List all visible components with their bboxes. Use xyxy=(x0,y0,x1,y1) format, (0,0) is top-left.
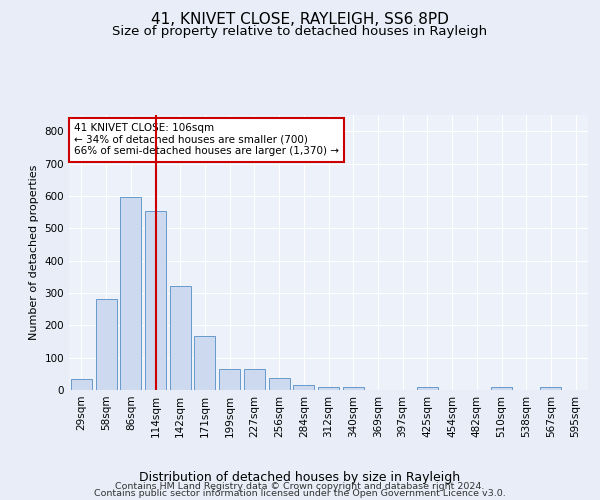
Text: 41, KNIVET CLOSE, RAYLEIGH, SS6 8PD: 41, KNIVET CLOSE, RAYLEIGH, SS6 8PD xyxy=(151,12,449,28)
Text: Contains public sector information licensed under the Open Government Licence v3: Contains public sector information licen… xyxy=(94,488,506,498)
Y-axis label: Number of detached properties: Number of detached properties xyxy=(29,165,39,340)
Bar xyxy=(417,388,438,390)
Bar xyxy=(541,388,562,390)
Bar xyxy=(219,369,240,390)
Bar xyxy=(491,388,512,390)
Bar xyxy=(343,388,364,390)
Text: Contains HM Land Registry data © Crown copyright and database right 2024.: Contains HM Land Registry data © Crown c… xyxy=(115,482,485,491)
Bar xyxy=(269,378,290,390)
Bar xyxy=(318,387,339,390)
Bar xyxy=(120,197,141,390)
Text: Size of property relative to detached houses in Rayleigh: Size of property relative to detached ho… xyxy=(112,25,488,38)
Bar xyxy=(244,369,265,390)
Bar xyxy=(170,286,191,390)
Bar xyxy=(71,378,92,390)
Text: 41 KNIVET CLOSE: 106sqm
← 34% of detached houses are smaller (700)
66% of semi-d: 41 KNIVET CLOSE: 106sqm ← 34% of detache… xyxy=(74,123,339,156)
Bar xyxy=(145,211,166,390)
Bar xyxy=(95,300,116,390)
Bar xyxy=(293,385,314,390)
Text: Distribution of detached houses by size in Rayleigh: Distribution of detached houses by size … xyxy=(139,471,461,484)
Bar xyxy=(194,336,215,390)
